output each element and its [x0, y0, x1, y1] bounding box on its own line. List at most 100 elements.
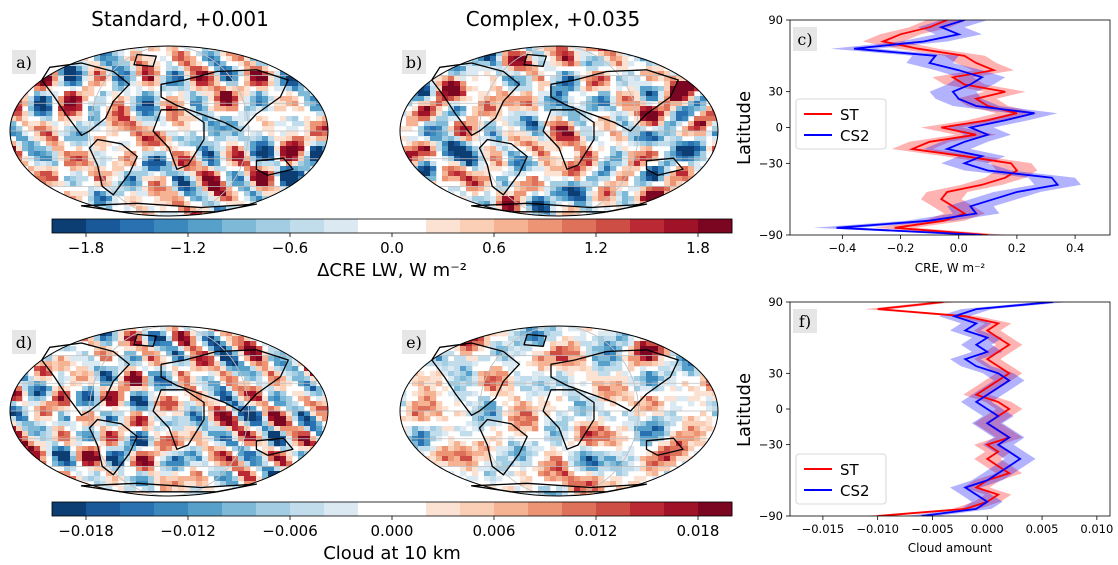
map-cell [292, 101, 299, 107]
map-cell [10, 86, 17, 92]
map-cell [598, 146, 605, 152]
map-cell [478, 346, 485, 352]
map-cell [154, 151, 161, 157]
map-cell [514, 86, 521, 92]
map-cell [196, 166, 203, 172]
map-cell [442, 211, 449, 216]
map-cell [220, 456, 227, 462]
map-cell [226, 351, 233, 357]
map-cell [472, 166, 479, 172]
map-cell [544, 336, 551, 342]
map-cell [220, 186, 227, 192]
map-cell [694, 146, 701, 152]
map-cell [646, 196, 653, 202]
map-cell [70, 126, 77, 132]
map-cell [610, 126, 617, 132]
map-cell [190, 171, 197, 177]
map-cell [46, 151, 53, 157]
map-cell [250, 351, 257, 357]
map-cell [262, 406, 269, 412]
map-cell [550, 46, 557, 52]
map-cell [424, 96, 431, 102]
map-cell [232, 66, 239, 72]
map-cell [196, 106, 203, 112]
map-cell [700, 336, 707, 342]
map-cell [16, 406, 23, 412]
map-cell [478, 371, 485, 377]
map-cell [76, 146, 83, 152]
map-cell [568, 111, 575, 117]
map-cell [190, 356, 197, 362]
map-cell [562, 81, 569, 87]
map-cell [634, 161, 641, 167]
map-cell [532, 76, 539, 82]
map-cell [88, 416, 95, 422]
map-cell [286, 461, 293, 467]
map-cell [442, 116, 449, 122]
map-cell [286, 181, 293, 187]
map-cell [280, 486, 287, 492]
map-cell [274, 456, 281, 462]
map-cell [616, 191, 623, 197]
map-cell [226, 116, 233, 122]
map-cell [40, 476, 47, 482]
map-cell [442, 126, 449, 132]
map-cell [682, 146, 689, 152]
map-cell [286, 371, 293, 377]
map-cell [196, 366, 203, 372]
map-cell [208, 161, 215, 167]
map-cell [634, 326, 641, 332]
map-cell [562, 346, 569, 352]
map-cell [178, 186, 185, 192]
map-cell [94, 346, 101, 352]
map-cell [424, 356, 431, 362]
map-cell [580, 61, 587, 67]
map-cell [214, 51, 221, 57]
map-cell [232, 191, 239, 197]
map-cell [130, 371, 137, 377]
map-cell [52, 366, 59, 372]
map-cell [460, 211, 467, 216]
map-cell [88, 166, 95, 172]
map-cell [196, 151, 203, 157]
map-cell [400, 171, 407, 177]
map-cell [64, 206, 71, 212]
map-cell [112, 196, 119, 202]
map-cell [160, 86, 167, 92]
map-cell [58, 56, 65, 62]
map-cell [100, 101, 107, 107]
map-cell [508, 361, 515, 367]
map-cell [478, 171, 485, 177]
map-cell [214, 201, 221, 207]
map-cell [226, 86, 233, 92]
map-cell [94, 116, 101, 122]
map-cell [520, 186, 527, 192]
map-cell [28, 101, 35, 107]
map-cell [130, 116, 137, 122]
map-cell [232, 196, 239, 202]
map-cell [616, 336, 623, 342]
map-cell [124, 371, 131, 377]
map-cell [292, 451, 299, 457]
map-cell [22, 136, 29, 142]
map-cell [238, 186, 245, 192]
map-cell [154, 386, 161, 392]
map-cell [130, 396, 137, 402]
map-cell [454, 86, 461, 92]
map-cell [166, 76, 173, 82]
map-cell [514, 186, 521, 192]
map-cell [166, 46, 173, 52]
map-cell [226, 136, 233, 142]
map-cell [154, 66, 161, 72]
map-cell [244, 186, 251, 192]
map-cell [166, 406, 173, 412]
map-cell [586, 131, 593, 137]
map-cell [76, 171, 83, 177]
map-cell [454, 96, 461, 102]
map-cell [586, 96, 593, 102]
map-cell [262, 86, 269, 92]
map-cell [256, 206, 263, 212]
map-cell [202, 446, 209, 452]
map-cell [178, 381, 185, 387]
map-cell [82, 401, 89, 407]
